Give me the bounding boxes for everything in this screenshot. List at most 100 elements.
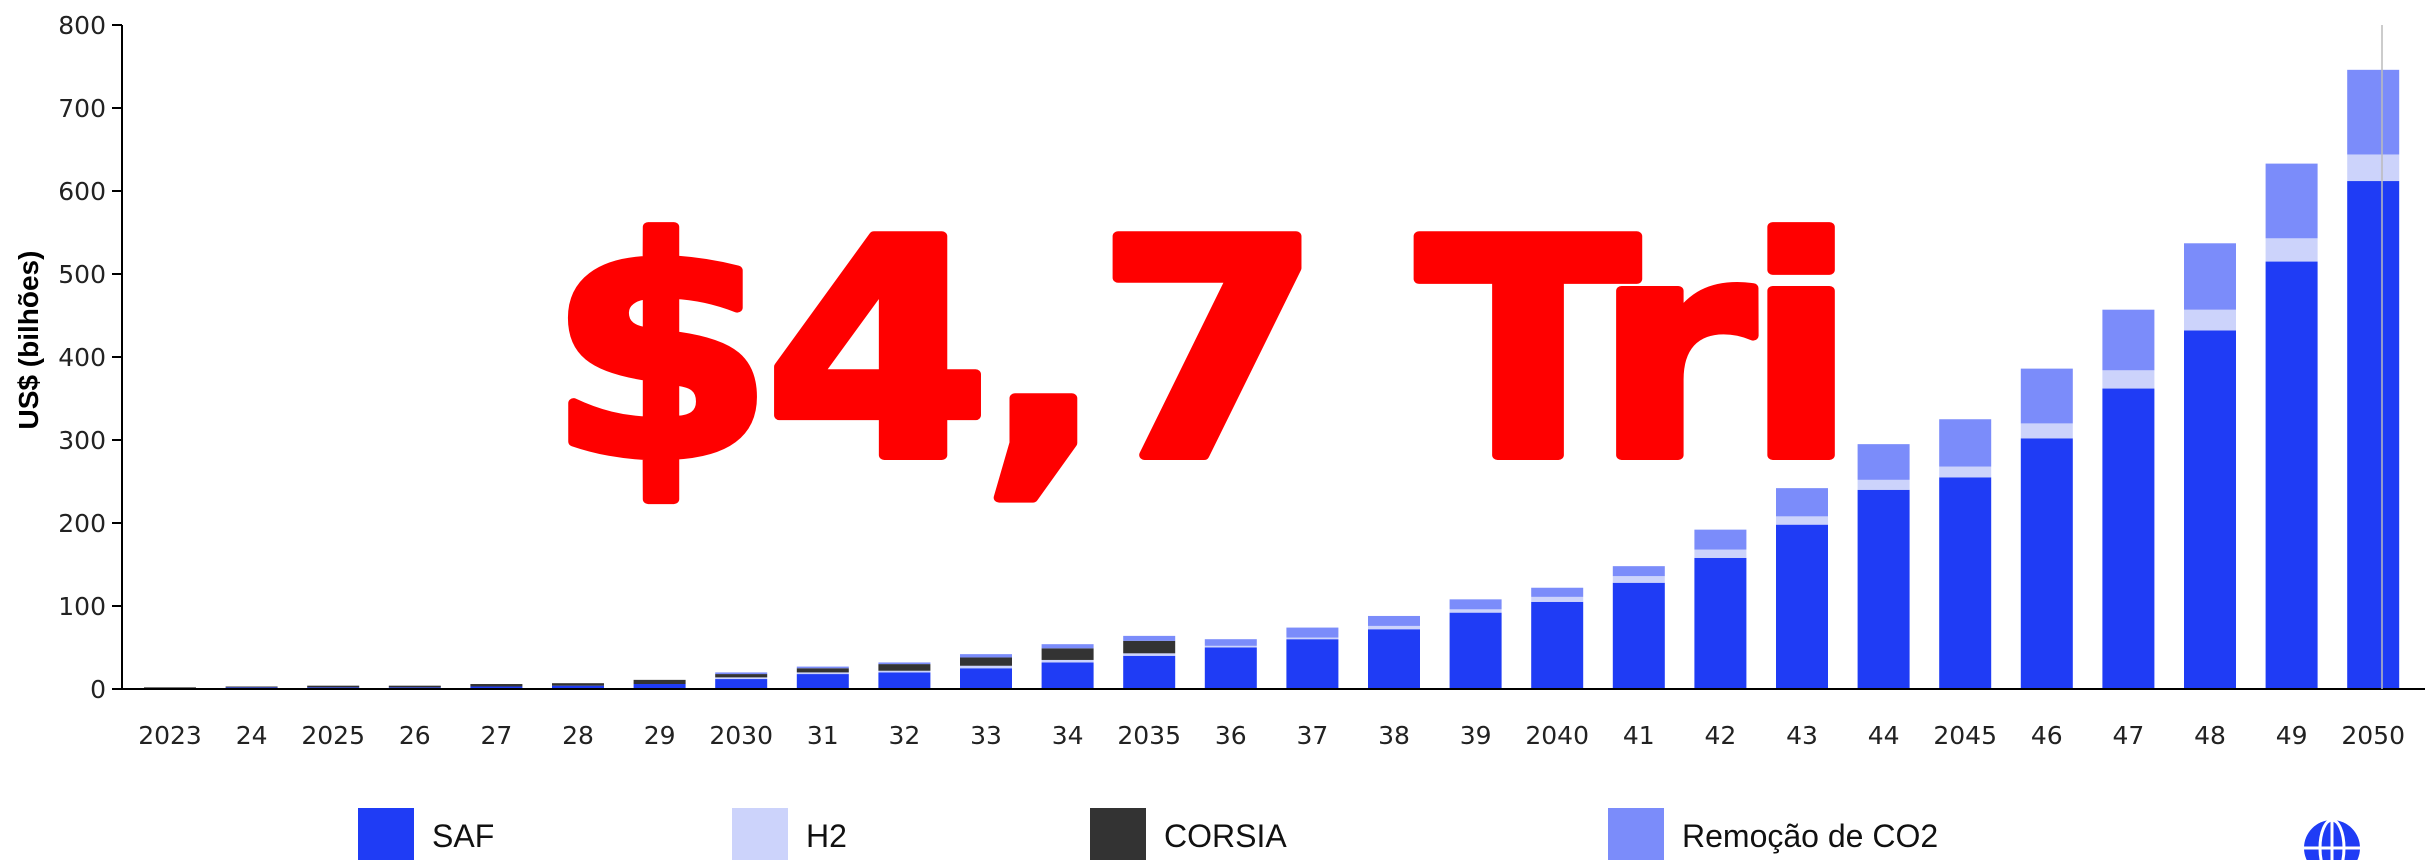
- x-tick-label: 46: [2031, 721, 2063, 750]
- bar-saf-41: [1612, 582, 1665, 689]
- globe-icon: [2304, 818, 2360, 860]
- x-tick-label: 38: [1378, 721, 1410, 750]
- legend-swatch: [1090, 808, 1146, 860]
- bar-saf-48: [2184, 330, 2236, 689]
- legend-label: CORSIA: [1164, 818, 1287, 854]
- x-tick-label: 34: [1052, 721, 1084, 750]
- y-tick-label: 700: [58, 94, 106, 123]
- bar-remo-o-de-co2-2035: [1123, 635, 1176, 641]
- y-axis-label: US$ (bilhões): [13, 251, 44, 430]
- x-tick-label: 42: [1704, 721, 1736, 750]
- x-tick-label: 26: [399, 721, 431, 750]
- bar-saf-2030: [715, 679, 768, 689]
- bar-remo-o-de-co2-38: [1368, 615, 1420, 626]
- legend-swatch: [358, 808, 414, 860]
- bar-remo-o-de-co2-36: [1204, 639, 1257, 646]
- bar-h2-36: [1204, 645, 1257, 648]
- bar-remo-o-de-co2-44: [1857, 444, 1910, 480]
- y-tick-label: 600: [58, 177, 106, 206]
- bar-corsia-2035: [1123, 640, 1176, 654]
- x-tick-label: 41: [1623, 721, 1655, 750]
- bar-saf-2050: [2347, 181, 2400, 690]
- bar-h2-2050: [2347, 154, 2400, 182]
- bar-remo-o-de-co2-41: [1612, 566, 1665, 577]
- legend-swatch: [1608, 808, 1664, 860]
- x-tick-label: 49: [2276, 721, 2308, 750]
- x-tick-label: 43: [1786, 721, 1818, 750]
- bar-remo-o-de-co2-2050: [2347, 69, 2400, 155]
- bar-corsia-28: [552, 683, 604, 686]
- bar-remo-o-de-co2-34: [1041, 644, 1094, 649]
- legend-swatch: [732, 808, 788, 860]
- x-tick-label: 2030: [709, 721, 773, 750]
- bar-corsia-32: [878, 664, 931, 671]
- bar-saf-44: [1857, 489, 1910, 689]
- y-tick-label: 100: [58, 592, 106, 621]
- bar-remo-o-de-co2-31: [796, 666, 849, 669]
- bar-saf-46: [2020, 438, 2073, 689]
- bar-saf-2045: [1939, 477, 1992, 689]
- legend-label: Remoção de CO2: [1682, 818, 1938, 854]
- bar-h2-44: [1857, 479, 1910, 490]
- x-tick-label: 2040: [1525, 721, 1589, 750]
- y-tick-label: 300: [58, 426, 106, 455]
- bar-remo-o-de-co2-42: [1694, 529, 1747, 550]
- x-tick-label: 48: [2194, 721, 2226, 750]
- bar-remo-o-de-co2-43: [1776, 488, 1828, 517]
- bar-corsia-2030: [715, 674, 768, 678]
- bar-saf-2040: [1531, 601, 1584, 689]
- bar-saf-37: [1286, 639, 1339, 689]
- bar-corsia-2023: [144, 687, 196, 689]
- x-tick-label: 44: [1868, 721, 1900, 750]
- bar-h2-48: [2184, 309, 2236, 331]
- bar-saf-36: [1204, 647, 1257, 689]
- bar-remo-o-de-co2-46: [2020, 368, 2073, 424]
- bar-saf-39: [1449, 612, 1502, 689]
- x-tick-label: 31: [807, 721, 839, 750]
- bar-remo-o-de-co2-39: [1449, 599, 1502, 610]
- bar-saf-28: [552, 685, 604, 689]
- bar-corsia-24: [225, 686, 278, 688]
- bar-h2-38: [1368, 625, 1420, 630]
- bars-group: [144, 69, 2400, 690]
- bar-saf-33: [960, 668, 1012, 689]
- bar-remo-o-de-co2-47: [2102, 309, 2155, 371]
- bar-remo-o-de-co2-37: [1286, 627, 1339, 638]
- bar-remo-o-de-co2-49: [2265, 163, 2318, 239]
- bar-h2-34: [1041, 659, 1094, 663]
- bar-corsia-31: [796, 668, 849, 673]
- x-tick-label: 2025: [301, 721, 365, 750]
- y-tick-label: 500: [58, 260, 106, 289]
- legend-label: H2: [806, 818, 847, 854]
- x-tick-label: 28: [562, 721, 594, 750]
- bar-h2-2030: [715, 677, 768, 680]
- headline-overlay: $4,7 Tri: [548, 177, 1848, 526]
- bar-saf-31: [796, 674, 849, 689]
- x-tick-label: 2035: [1117, 721, 1181, 750]
- bar-h2-2035: [1123, 653, 1176, 656]
- x-tick-label: 33: [970, 721, 1002, 750]
- bar-h2-32: [878, 670, 931, 673]
- bar-saf-27: [470, 686, 523, 689]
- bar-h2-39: [1449, 609, 1502, 613]
- x-tick-label: 2045: [1933, 721, 1997, 750]
- bar-h2-41: [1612, 576, 1665, 583]
- legend-label: SAF: [432, 818, 494, 854]
- bar-remo-o-de-co2-32: [878, 662, 931, 665]
- bar-saf-34: [1041, 662, 1094, 689]
- bar-saf-47: [2102, 388, 2155, 689]
- bar-h2-46: [2020, 423, 2073, 439]
- y-tick-label: 400: [58, 343, 106, 372]
- bar-h2-37: [1286, 637, 1339, 640]
- bar-remo-o-de-co2-2040: [1531, 587, 1584, 597]
- x-tick-label: 32: [888, 721, 920, 750]
- legend: SAF H2 CORSIA Remoção de CO2: [358, 808, 1938, 860]
- bar-saf-49: [2265, 261, 2318, 689]
- x-tick-label: 47: [2112, 721, 2144, 750]
- x-tick-label: 39: [1460, 721, 1492, 750]
- bar-h2-43: [1776, 516, 1828, 525]
- bar-remo-o-de-co2-2045: [1939, 419, 1992, 467]
- bar-corsia-27: [470, 684, 523, 687]
- x-tick-label: 36: [1215, 721, 1247, 750]
- bar-saf-38: [1368, 629, 1420, 689]
